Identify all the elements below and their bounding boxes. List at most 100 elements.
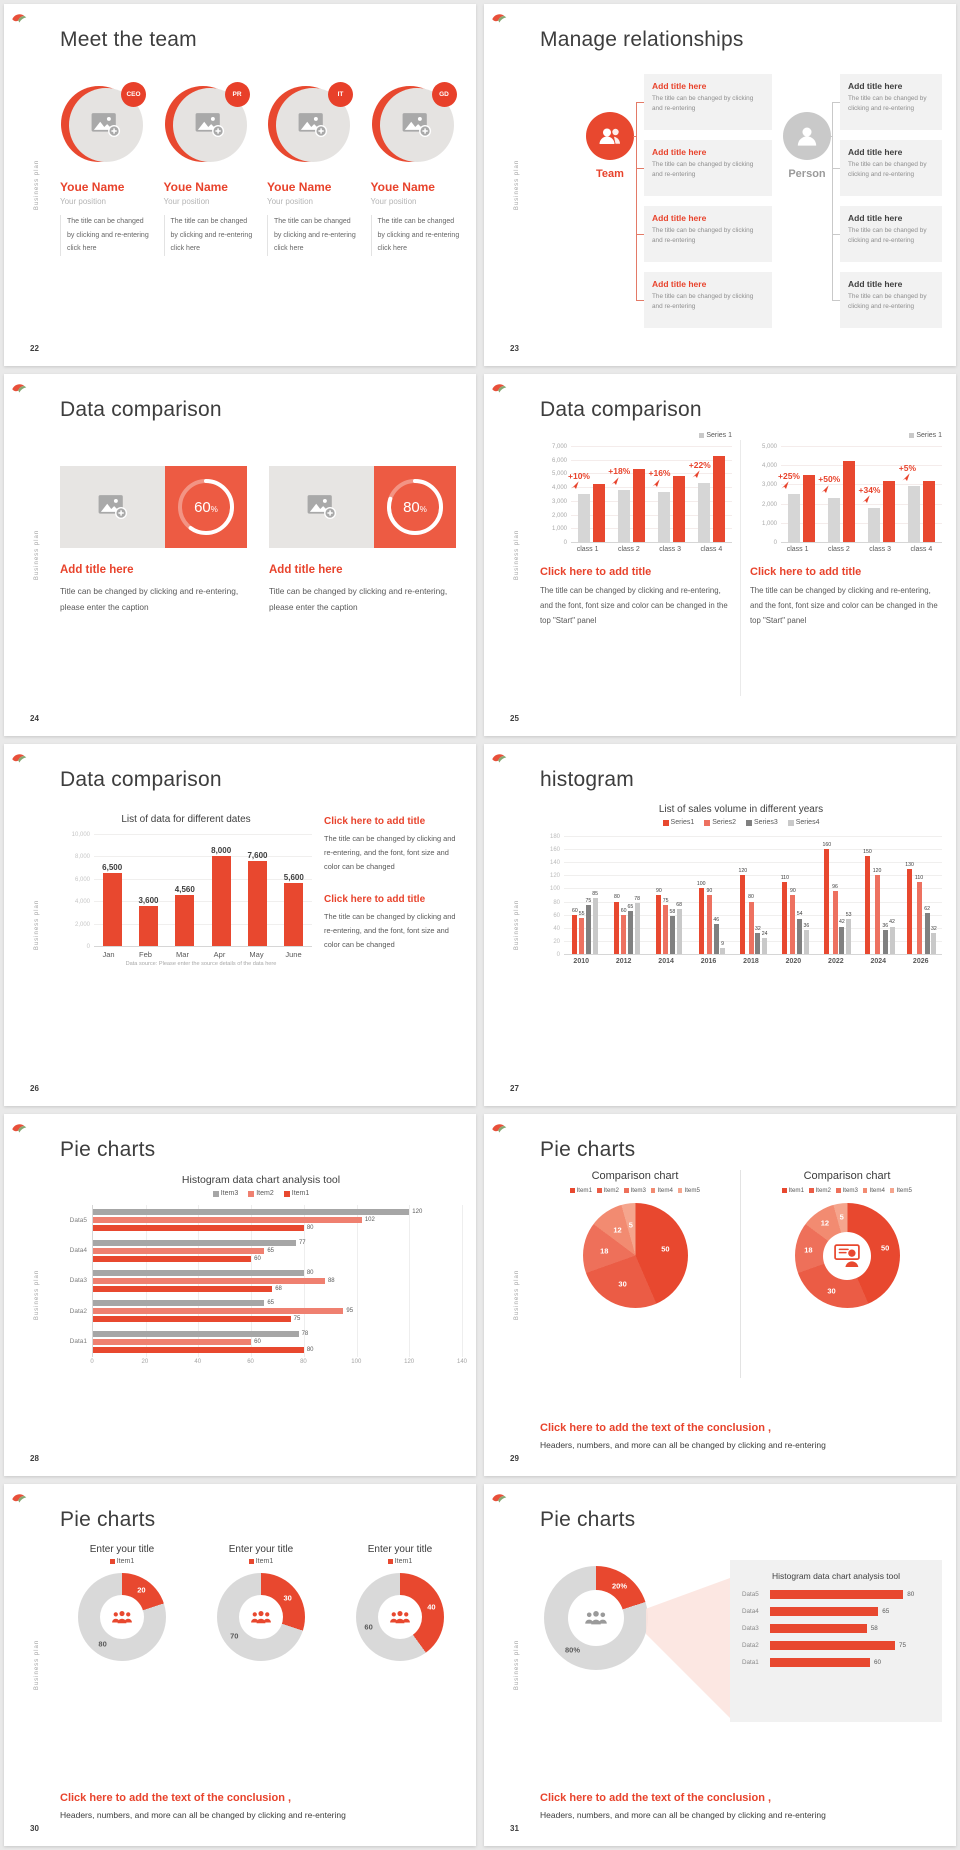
bar-group: 160 96 42 53 [816,836,858,954]
conclusion-block: Click here to add the text of the conclu… [540,1418,936,1450]
slide-30-pie-charts[interactable]: Business plan 30 Pie charts Enter your t… [4,1484,476,1846]
bar-group: 120 102 80 [93,1209,462,1232]
bar-column: 160 [822,836,832,954]
legend-swatch [909,433,915,438]
y-tick-label: 3,000 [761,482,777,489]
legend: Item1 Item2 Item3 Item4 Item5 [540,1187,730,1194]
bar-row: Data1 60 [742,1658,930,1667]
chart-panel: Series 1 5,000 4,000 3,000 2,000 1,000 0 +25% +5… [750,432,942,628]
legend-item: Item3 [836,1187,858,1194]
slice-label: 40 [427,1602,436,1612]
bar [632,469,645,542]
bar-column: 46 [713,836,719,954]
conclusion-title: Click here to add the text of the conclu… [540,1792,772,1804]
plot-area: +10% +18% +16% +22% [568,446,732,543]
relation-box-right: Add title here The title can be changed b… [840,206,942,262]
slide-28-pie-charts[interactable]: Business plan 28 Pie charts Histogram da… [4,1114,476,1476]
slide-23-manage-relationships[interactable]: Business plan 23 Manage relationships Te… [484,4,956,366]
legend-label: Series 1 [916,432,942,439]
slide-25-data-comparison[interactable]: Business plan 25 Data comparison Series … [484,374,956,736]
bar-column [802,446,815,542]
bar-column: 24 [762,836,768,954]
slide-26-data-comparison[interactable]: Business plan 26 Data comparison List of… [4,744,476,1106]
team-members-row: CEO Youe Name Your position The title can b… [60,82,463,256]
vertical-brand-label: Business plan [514,899,520,951]
slide-22-meet-the-team[interactable]: Business plan 22 Meet the team CEO Youe N… [4,4,476,366]
bar [673,476,686,542]
y-tick-label: 160 [549,847,560,854]
brand-logo-icon [11,11,28,25]
y-tick-label: 10,000 [71,832,90,838]
x-label: Apr [213,950,226,959]
value-label: 160 [822,841,832,848]
slide-31-pie-charts[interactable]: Business plan 31 Pie charts 20% 80% Histog… [484,1484,956,1846]
y-tick-label: 2,000 [74,921,90,928]
bar-column: 55 [579,836,585,954]
y-tick-label: 8,000 [74,854,90,861]
value-label: 60 [571,907,578,914]
vertical-brand-label: Business plan [34,1639,40,1691]
block-title: Add title here [60,564,134,576]
bar-label: Data5 [742,1591,759,1598]
slide-title: Pie charts [540,1138,636,1161]
donut-hole [239,1595,283,1639]
bar-column [923,446,936,542]
progress-value: 80% [403,498,427,516]
caption-title: Click here to add title [324,894,426,906]
bar-group: 80 60 65 78 [606,836,648,954]
legend-label: Series 1 [706,432,732,439]
gridline [564,836,942,837]
slice-label: 20 [137,1585,146,1595]
legend-label: Item2 [603,1187,619,1194]
bar [676,909,682,954]
bar-group: 110 90 54 36 [774,836,816,954]
legend-swatch [387,1559,393,1564]
connector-line [636,102,637,301]
value-label: 6,500 [102,863,123,873]
bar [790,895,796,954]
bar-column: 9 [720,836,726,954]
bar [617,489,630,542]
vertical-brand-label: Business plan [34,1269,40,1321]
slide-29-pie-charts[interactable]: Business plan 29 Pie charts Comparison c… [484,1114,956,1476]
dart-icon [570,481,579,490]
member-description: The title can be changed by clicking and… [370,215,463,256]
bar-group: 65 95 75 [93,1300,462,1323]
legend-item: Item1 [387,1558,412,1565]
legend-swatch [248,1190,255,1197]
value-label: 5,600 [283,873,304,883]
bar-row: 78 [93,1330,462,1337]
bar [797,918,803,954]
category-label: Data4 [69,1247,87,1255]
column-chart: 180 160 140 120 100 80 60 40 20 0 60 55 75 85 80 60 65 78… [540,834,942,965]
block-body: Title can be changed by clicking and re-… [269,586,448,612]
page-number: 29 [510,1454,519,1463]
image-progress-block: 80% [269,466,456,548]
value-label: 80 [306,1225,314,1232]
legend-label: Series3 [754,819,778,826]
bar-column: 42 [889,836,895,954]
value-label: 75 [662,897,669,904]
bar-group: 130 110 62 32 [900,836,942,954]
slide-27-histogram[interactable]: Business plan 27 histogram List of sales… [484,744,956,1106]
bar [770,1658,870,1667]
category-label: Data2 [69,1307,87,1315]
bar-column: 8,000 [211,834,231,946]
bar-row: 65 [93,1300,462,1307]
bar [592,484,605,542]
vertical-brand-label: Business plan [514,529,520,581]
x-axis: 2010 2012 2014 2016 2018 2020 2022 2024 2026 [560,958,942,965]
growth-label: +25% [778,470,800,481]
slide-24-data-comparison[interactable]: Business plan 24 Data comparison 60% Add … [4,374,476,736]
growth-annotation: +50% [818,475,840,494]
avatar: GD [371,82,457,166]
value-label: 95 [346,1308,354,1315]
value-label: 58 [669,908,676,915]
value-label: 120 [738,868,748,875]
bar-group: 120 80 32 24 [732,836,774,954]
value-label: 68 [275,1285,282,1292]
gridline [564,862,942,864]
connector-line [830,136,832,137]
image-progress-block: 60% [60,466,247,548]
chart-title: List of sales volume in different years [658,804,824,815]
